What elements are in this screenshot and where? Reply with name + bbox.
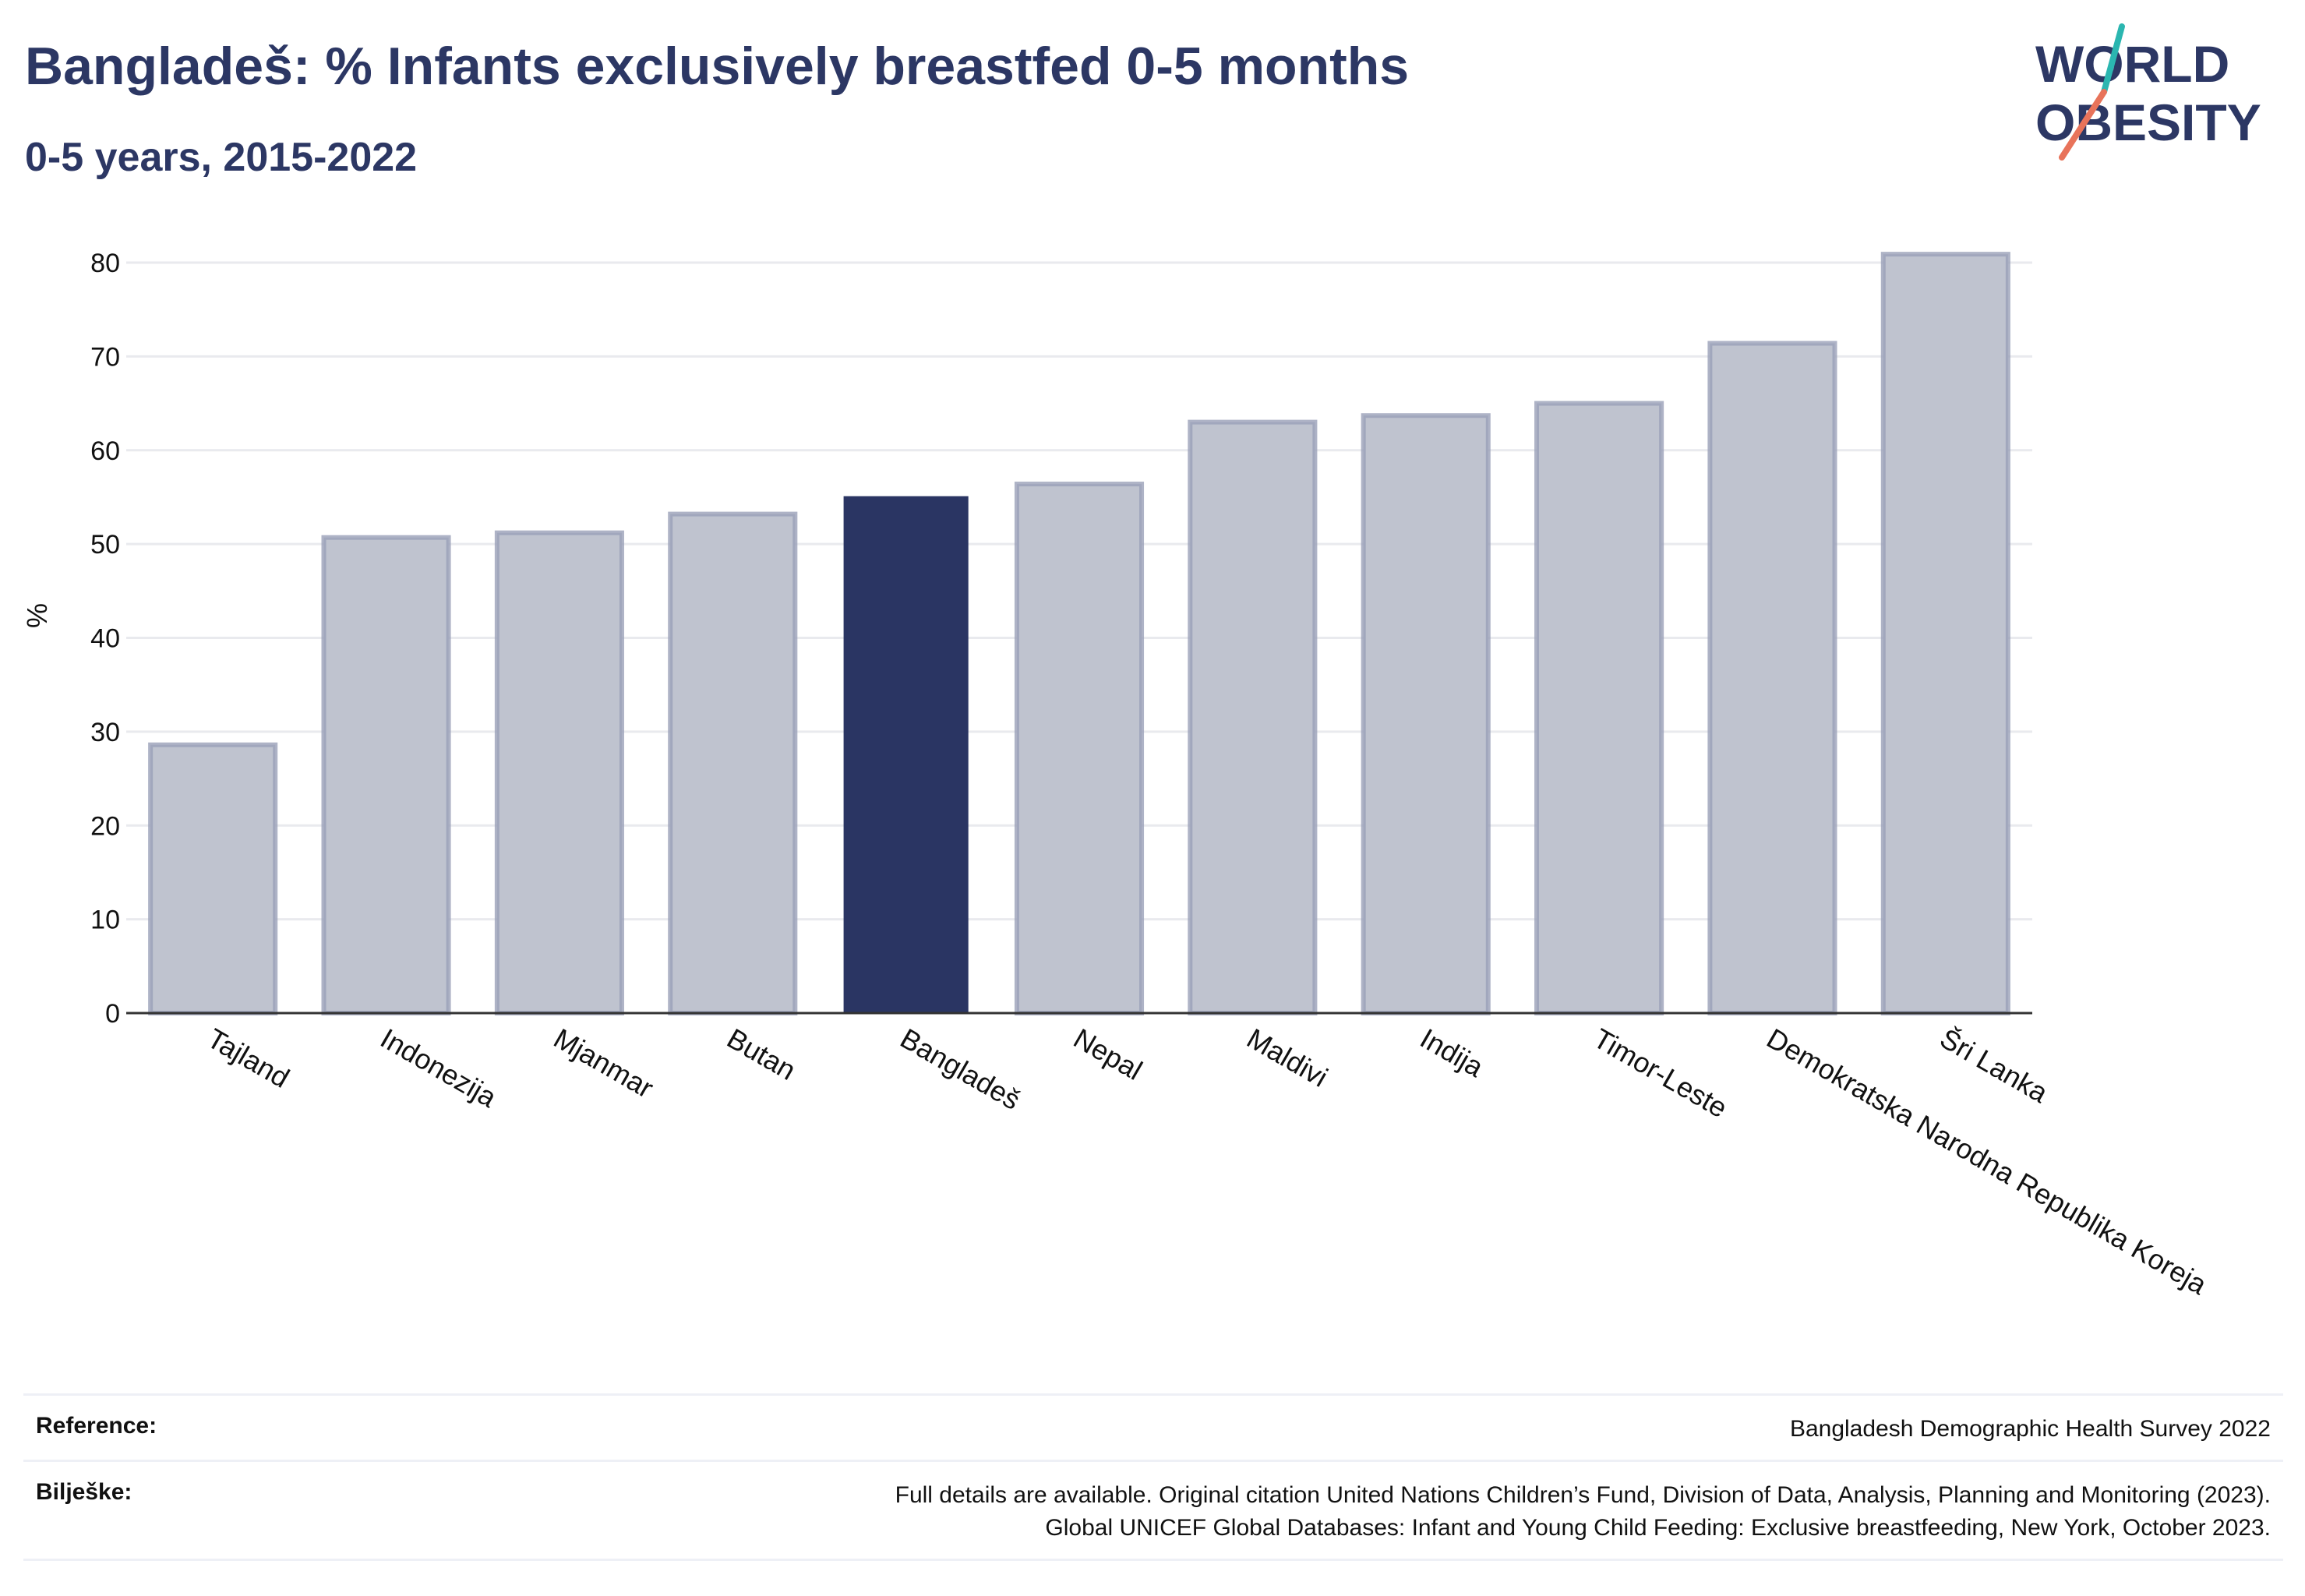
y-tick-label: 30	[90, 718, 120, 747]
world-obesity-logo: WORLD OBESITY	[2035, 23, 2261, 161]
bar[interactable]	[1014, 482, 1145, 1015]
y-tick-label: 50	[90, 530, 120, 560]
bar-highlight[interactable]	[843, 496, 969, 1013]
bar[interactable]	[1534, 401, 1664, 1015]
footer-table: Reference: Bangladesh Demographic Health…	[23, 1393, 2283, 1561]
y-tick-label: 80	[90, 249, 120, 278]
x-tick-label: Tajland	[202, 1022, 295, 1094]
bar[interactable]	[668, 511, 798, 1015]
reference-label: Reference:	[36, 1413, 157, 1439]
x-tick-label: Maldivi	[1241, 1022, 1333, 1093]
bar[interactable]	[1188, 419, 1318, 1015]
x-tick-label: Nepal	[1068, 1022, 1148, 1086]
x-tick-label: Butan	[722, 1022, 801, 1086]
y-tick-label: 0	[105, 999, 120, 1029]
y-tick-label: 40	[90, 624, 120, 654]
notes-value: Full details are available. Original cit…	[895, 1479, 2271, 1545]
logo-slash-teal	[2101, 23, 2125, 95]
x-tick-label: Indonezija	[376, 1022, 503, 1114]
y-tick-label: 70	[90, 342, 120, 372]
logo-text-world: WORLD	[2035, 35, 2229, 93]
bar[interactable]	[494, 530, 624, 1015]
chart-title: Bangladeš: % Infants exclusively breastf…	[25, 37, 1410, 96]
bar[interactable]	[1707, 341, 1837, 1015]
notes-line-2: Global UNICEF Global Databases: Infant a…	[1045, 1515, 2271, 1541]
reference-row: Reference: Bangladesh Demographic Health…	[23, 1393, 2283, 1460]
y-tick-label: 10	[90, 906, 120, 935]
logo-slash-coral	[2059, 89, 2107, 161]
notes-row: Bilješke: Full details are available. Or…	[23, 1460, 2283, 1561]
bar[interactable]	[148, 742, 278, 1015]
bar-chart: 0 10 20 30 40 50 60 70 80 Tajland Indonezija Mjanma…	[21, 249, 2213, 1301]
notes-label: Bilješke:	[36, 1479, 132, 1505]
bar[interactable]	[1361, 413, 1491, 1015]
reference-value: Bangladesh Demographic Health Survey 202…	[1789, 1416, 2271, 1442]
chart-subtitle: 0-5 years, 2015-2022	[25, 135, 418, 180]
y-tick-label: 20	[90, 811, 120, 841]
x-tick-label: Timor-Leste	[1588, 1022, 1733, 1124]
bar[interactable]	[1880, 252, 2010, 1015]
x-tick-label: Indija	[1415, 1022, 1490, 1083]
x-tick-label: Bangladeš	[895, 1022, 1026, 1116]
bars	[148, 252, 2010, 1015]
notes-line-1: Full details are available. Original cit…	[895, 1482, 2271, 1508]
x-tick-label: Mjanmar	[549, 1022, 659, 1104]
y-tick-label: 60	[90, 436, 120, 466]
y-axis-label: %	[21, 603, 53, 628]
x-tick-label: Šri Lanka	[1935, 1022, 2054, 1109]
bar[interactable]	[321, 535, 451, 1015]
